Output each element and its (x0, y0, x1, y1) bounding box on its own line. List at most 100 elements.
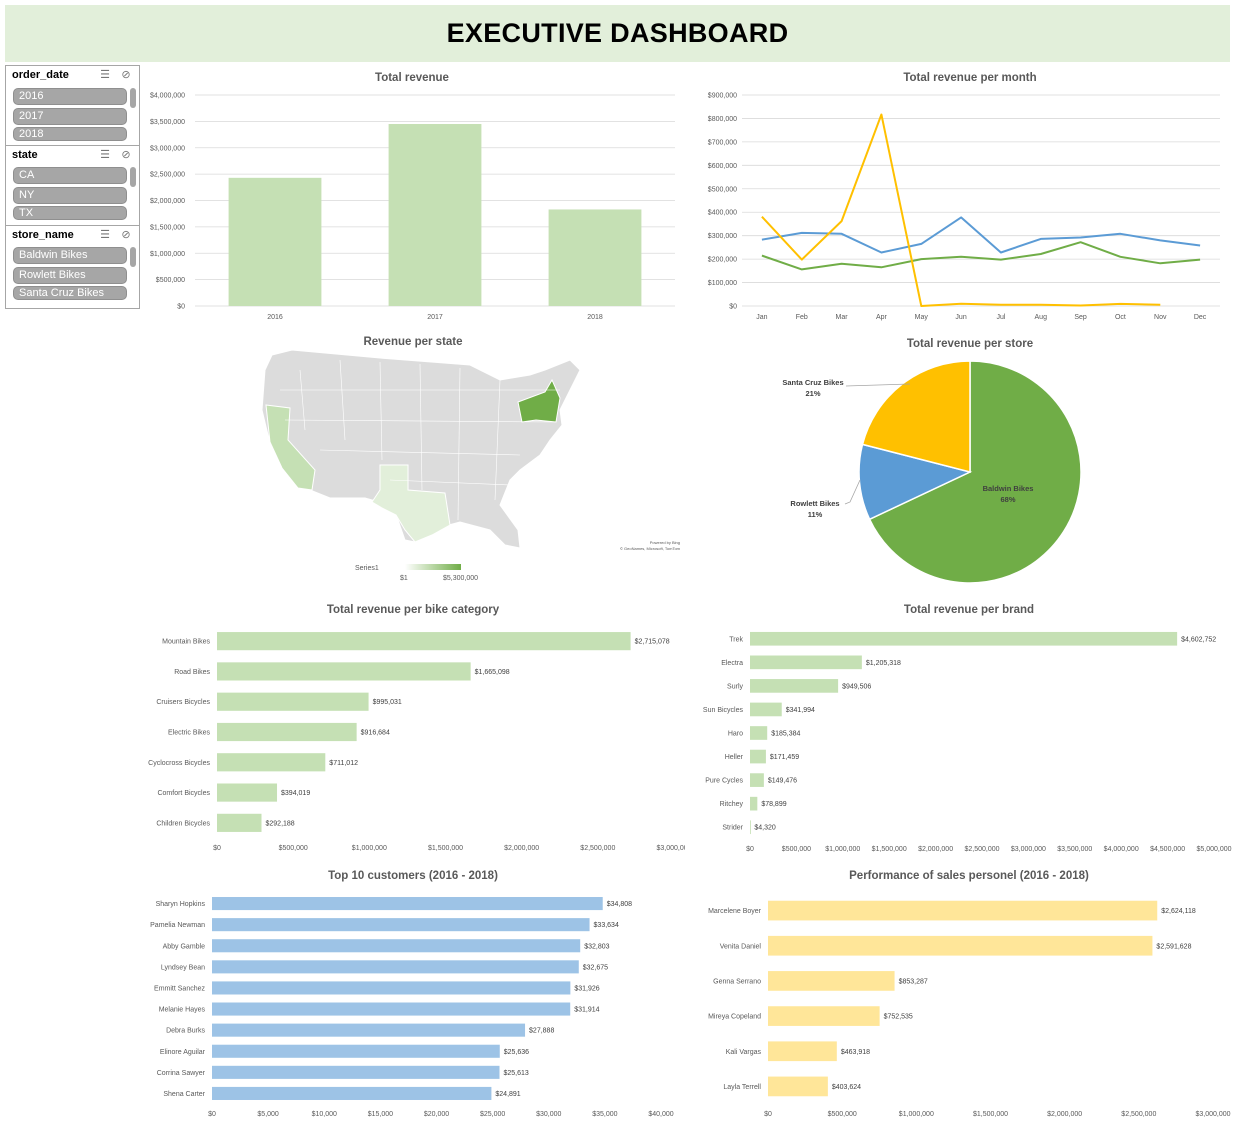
x-tick-label: $30,000 (536, 1111, 561, 1118)
category-label: Sharyn Hopkins (156, 901, 206, 908)
slicer-item-rowlett-bikes[interactable]: Rowlett Bikes (13, 267, 127, 284)
x-tick-label: $500,000 (782, 846, 811, 853)
chart-title: Total revenue per store (907, 338, 1033, 350)
state-border (319, 449, 521, 456)
dashboard-header: EXECUTIVE DASHBOARD (5, 5, 1230, 62)
x-tick-label: Jul (996, 314, 1005, 321)
clear-filter-icon[interactable]: ⊘ (121, 69, 131, 81)
y-tick-label: $500,000 (708, 186, 737, 193)
x-tick-label: Feb (796, 314, 808, 321)
clear-filter-icon[interactable]: ⊘ (121, 229, 131, 241)
x-tick-label: $1,000,000 (352, 845, 387, 852)
bar (217, 692, 369, 711)
category-label: Electric Bikes (168, 730, 211, 737)
x-tick-label: $5,000 (257, 1111, 279, 1118)
chart-title: Total revenue per bike category (327, 604, 500, 616)
x-tick-label: $1,000,000 (899, 1111, 934, 1118)
data-label: $403,624 (832, 1084, 861, 1091)
bar (750, 749, 766, 764)
store-name-slicer: store_name ☰ ⊘ Baldwin Bikes Rowlett Bik… (6, 225, 139, 308)
data-label: $32,675 (583, 964, 608, 971)
slicer-scrollbar[interactable] (130, 88, 136, 108)
slicer-item-ny[interactable]: NY (13, 187, 127, 204)
revenue-per-brand-chart: Total revenue per brand $0 $500,000 $1,000,… (703, 604, 1232, 853)
chart-title: Total revenue per month (903, 72, 1036, 84)
x-tick-label: Nov (1154, 314, 1167, 321)
bar (750, 796, 758, 811)
slicer-item-2018[interactable]: 2018 (13, 127, 127, 141)
state-slicer: state ☰ ⊘ CA NY TX (6, 145, 139, 225)
data-label: $1,665,098 (475, 669, 510, 676)
multi-select-icon[interactable]: ☰ (100, 229, 110, 241)
slicer-scrollbar[interactable] (130, 167, 136, 187)
data-label: $149,476 (768, 778, 797, 785)
slicer-item-santa-cruz-bikes[interactable]: Santa Cruz Bikes (13, 286, 127, 300)
slicer-item-2017[interactable]: 2017 (13, 108, 127, 125)
category-label: Shena Carter (163, 1091, 205, 1098)
data-label: $711,012 (329, 760, 358, 767)
category-label: Comfort Bicycles (157, 790, 210, 797)
x-tick-label: Jun (955, 314, 966, 321)
series-line-2017 (761, 216, 1201, 254)
chart-title: Top 10 customers (2016 - 2018) (328, 870, 498, 882)
category-label: Surly (727, 683, 743, 690)
x-tick-label: Aug (1035, 314, 1048, 321)
x-tick-label: $1,500,000 (973, 1111, 1008, 1118)
category-label: Cruisers Bicycles (156, 699, 210, 706)
data-label: $4,320 (754, 825, 776, 832)
chart-title: Total revenue (375, 72, 449, 84)
revenue-per-month-chart: Total revenue per month $0 $100,000 $200,00… (708, 72, 1220, 321)
x-tick-label: $3,000,000 (656, 845, 685, 852)
bar (212, 1065, 500, 1079)
bar (217, 813, 262, 832)
category-label: Cyclocross Bicycles (148, 760, 210, 767)
slicer-item-tx[interactable]: TX (13, 206, 127, 220)
category-label: Layla Terrell (723, 1084, 761, 1091)
state-border (457, 367, 461, 521)
x-tick-label: $1,500,000 (872, 846, 907, 853)
slicer-item-2016[interactable]: 2016 (13, 88, 127, 105)
data-label: $31,926 (574, 985, 599, 992)
category-label: Electra (721, 660, 743, 667)
multi-select-icon[interactable]: ☰ (100, 149, 110, 161)
pie-label-percent: 11% (808, 510, 823, 519)
bar (750, 773, 764, 787)
bar (750, 655, 862, 670)
usa-map-shape (261, 349, 581, 549)
revenue-per-category-chart: Total revenue per bike category $0 $500,00… (148, 604, 685, 852)
y-tick-label: $3,500,000 (150, 119, 185, 126)
category-label: Corrina Sawyer (157, 1070, 206, 1077)
slicer-title: store_name (12, 229, 74, 241)
clear-filter-icon[interactable]: ⊘ (121, 149, 131, 161)
data-label: $185,384 (771, 731, 800, 738)
data-label: $394,019 (281, 790, 310, 797)
bar (750, 631, 1178, 646)
bar (212, 1086, 492, 1100)
x-tick-label: $2,500,000 (964, 846, 999, 853)
y-tick-label: $1,500,000 (150, 224, 185, 231)
bar (212, 1023, 526, 1037)
category-label: Melanie Hayes (159, 1007, 206, 1014)
x-tick-label: $0 (213, 845, 221, 852)
category-label: Pure Cycles (705, 778, 743, 785)
bar (768, 900, 1158, 921)
x-tick-label: $0 (746, 846, 754, 853)
slicer-item-baldwin-bikes[interactable]: Baldwin Bikes (13, 247, 127, 264)
data-label: $32,803 (584, 943, 609, 950)
slicer-item-ca[interactable]: CA (13, 167, 127, 184)
bar-2017 (388, 124, 482, 306)
slicer-scrollbar[interactable] (130, 247, 136, 267)
data-label: $853,287 (899, 978, 928, 985)
series-line-2018 (761, 113, 1161, 307)
x-tick-label: Mar (836, 314, 849, 321)
bar-2018 (548, 209, 642, 306)
state-border (284, 419, 556, 423)
x-tick-label: $5,000,000 (1196, 846, 1231, 853)
category-label: Genna Serrano (713, 978, 761, 985)
pie-label-name: Rowlett Bikes (790, 499, 839, 508)
bar (750, 820, 751, 835)
order-date-slicer: order_date ☰ ⊘ 2016 2017 2018 (6, 66, 139, 145)
pie-label-percent: 21% (805, 389, 820, 398)
multi-select-icon[interactable]: ☰ (100, 69, 110, 81)
x-tick-label: $1,000,000 (825, 846, 860, 853)
